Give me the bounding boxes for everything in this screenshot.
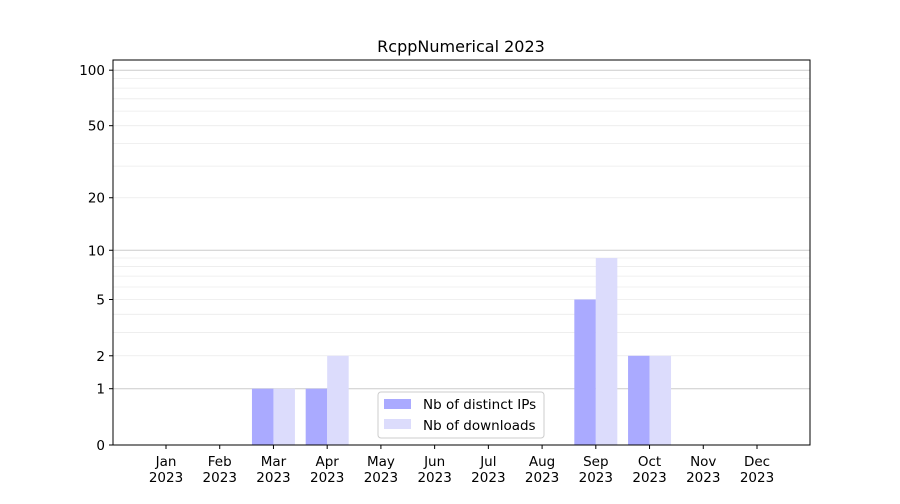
x-tick-label-year: 2023 [256, 470, 290, 486]
bar-downloads [595, 258, 618, 445]
legend: Nb of distinct IPs Nb of downloads [377, 391, 545, 439]
x-tick-label-year: 2023 [740, 470, 774, 486]
bar-downloads [273, 388, 295, 445]
x-tick-label-year: 2023 [364, 470, 398, 486]
x-tick-label-month: Apr [316, 454, 340, 470]
legend-swatch-downloads [384, 419, 411, 429]
legend-swatch-ips [384, 399, 411, 409]
grid [113, 69, 810, 390]
chart-title: RcppNumerical 2023 [377, 37, 545, 56]
y-tick-label: 0 [96, 438, 105, 454]
y-tick-label: 5 [96, 292, 105, 308]
bar-distinct-ips [628, 355, 650, 445]
bar-distinct-ips [574, 299, 596, 445]
y-axis: 0 1 2 5 10 20 50 100 [79, 63, 113, 454]
x-tick-label-year: 2023 [525, 470, 559, 486]
legend-label-ips: Nb of distinct IPs [423, 397, 536, 413]
bars [251, 258, 672, 445]
x-tick-label-year: 2023 [579, 470, 613, 486]
x-tick-label-month: Mar [261, 454, 287, 470]
x-tick-label-month: Oct [638, 454, 661, 470]
x-tick-label-month: May [367, 454, 395, 470]
x-tick-label-year: 2023 [310, 470, 344, 486]
y-tick-label: 1 [96, 382, 105, 398]
x-tick-label-year: 2023 [149, 470, 183, 486]
x-tick-label-month: Aug [529, 454, 555, 470]
bar-downloads [649, 355, 672, 445]
x-tick-label-month: Jul [479, 454, 496, 470]
plot-frame [112, 59, 811, 446]
x-tick-label-year: 2023 [632, 470, 666, 486]
x-tick-label-month: Feb [208, 454, 232, 470]
y-tick-label: 50 [88, 119, 105, 135]
legend-label-downloads: Nb of downloads [423, 418, 536, 434]
bar-distinct-ips [305, 388, 328, 445]
y-tick-label: 20 [88, 191, 105, 207]
x-tick-label-month: Nov [690, 454, 716, 470]
x-tick-label-year: 2023 [417, 470, 451, 486]
x-tick-label-month: Jan [155, 454, 177, 470]
bar-downloads [327, 355, 349, 445]
bar-distinct-ips [251, 388, 274, 445]
x-tick-label-month: Dec [744, 454, 770, 470]
x-axis: Jan2023Feb2023Mar2023Apr2023May2023Jun20… [149, 445, 774, 486]
y-tick-label: 10 [88, 243, 105, 259]
x-tick-label-month: Jun [423, 454, 445, 470]
x-tick-label-month: Sep [583, 454, 608, 470]
y-tick-label: 2 [96, 349, 105, 365]
x-tick-label-year: 2023 [203, 470, 237, 486]
legend-box [377, 391, 545, 439]
y-tick-label: 100 [79, 63, 105, 79]
x-tick-label-year: 2023 [471, 470, 505, 486]
x-tick-label-year: 2023 [686, 470, 720, 486]
